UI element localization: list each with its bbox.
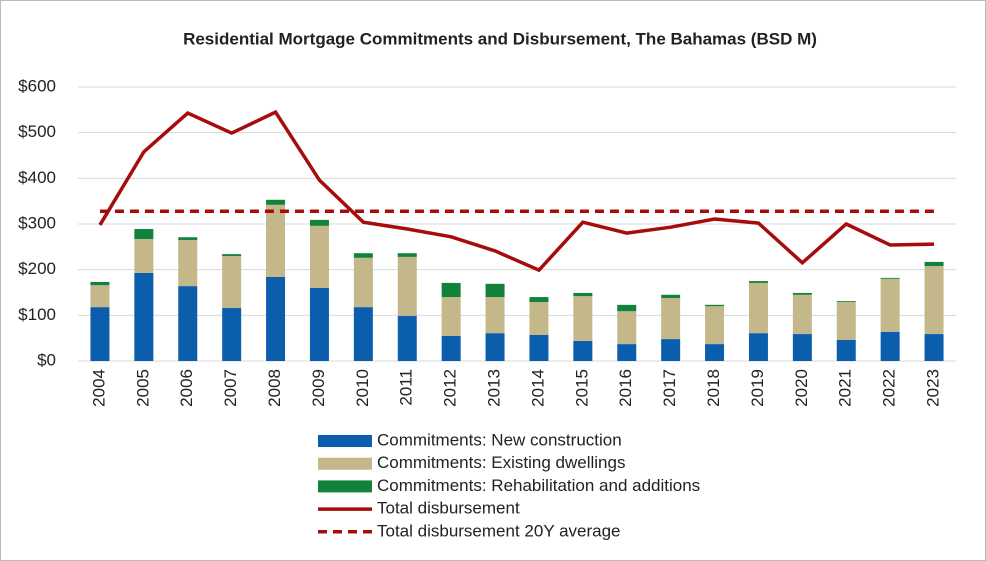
x-tick-label: 2011 <box>397 369 416 406</box>
bar-segment <box>266 276 286 361</box>
bar-segment <box>573 296 593 341</box>
bar-segment <box>924 266 944 335</box>
bar-segment <box>485 333 505 361</box>
x-tick-label: 2004 <box>89 369 108 407</box>
bar-segment <box>441 297 461 336</box>
x-tick-label: 2018 <box>704 369 723 407</box>
legend-label: Total disbursement <box>377 499 520 518</box>
bar-segment <box>397 253 417 257</box>
bar-segment <box>222 254 242 256</box>
bar-segment <box>222 308 242 361</box>
bar-segment <box>397 315 417 361</box>
bar-segment <box>266 199 286 205</box>
y-tick-label: $0 <box>37 350 56 369</box>
bar-segment <box>309 287 329 361</box>
bar-segment <box>705 344 725 361</box>
bar-segment <box>441 335 461 361</box>
bar-segment <box>748 281 768 283</box>
bar-segment <box>880 278 900 332</box>
bar-segment <box>178 239 198 287</box>
bar-segment <box>178 286 198 361</box>
bar-segment <box>836 302 856 340</box>
bar-segment <box>309 219 329 226</box>
bar-segment <box>90 307 110 361</box>
bar-segment <box>573 292 593 297</box>
bar-segment <box>924 261 944 267</box>
bar-segment <box>529 334 549 361</box>
bar-segment <box>441 282 461 298</box>
bar-segment <box>924 334 944 361</box>
y-tick-label: $200 <box>18 259 56 278</box>
bar-segment <box>134 229 154 240</box>
bar-segment <box>661 294 681 298</box>
legend-swatch <box>318 435 372 447</box>
bar-segment <box>705 304 725 307</box>
y-tick-label: $300 <box>18 213 56 232</box>
y-tick-label: $600 <box>18 76 56 95</box>
x-tick-label: 2005 <box>133 369 152 407</box>
bar-segment <box>617 304 637 312</box>
legend-label: Total disbursement 20Y average <box>377 521 621 540</box>
bar-segment <box>222 255 242 309</box>
legend-swatch <box>318 457 372 470</box>
bar-segment <box>748 333 768 361</box>
legend-label: Commitments: New construction <box>377 430 622 449</box>
x-tick-label: 2008 <box>265 369 284 407</box>
bar-segment <box>266 204 286 277</box>
bar-segment <box>836 301 856 303</box>
x-tick-label: 2013 <box>485 369 504 407</box>
bar-segment <box>792 292 812 295</box>
x-tick-label: 2015 <box>572 369 591 407</box>
legend-swatch <box>318 480 372 493</box>
x-tick-label: 2016 <box>616 369 635 407</box>
bar-segment <box>397 256 417 316</box>
bar-segment <box>661 339 681 361</box>
bar-segment <box>178 237 198 240</box>
bar-segment <box>309 225 329 288</box>
bar-segment <box>792 334 812 361</box>
bar-segment <box>836 339 856 361</box>
bar-segment <box>353 257 373 308</box>
legend-label: Commitments: Existing dwellings <box>377 453 625 472</box>
x-tick-label: 2006 <box>177 369 196 407</box>
x-tick-label: 2021 <box>836 369 855 407</box>
y-tick-label: $100 <box>18 305 56 324</box>
x-tick-label: 2019 <box>748 369 767 407</box>
x-tick-label: 2012 <box>441 369 460 407</box>
bar-segment <box>748 282 768 334</box>
bar-segment <box>485 297 505 334</box>
bar-segment <box>661 297 681 340</box>
bar-segment <box>485 283 505 298</box>
legend-label: Commitments: Rehabilitation and addition… <box>377 476 700 495</box>
y-tick-label: $500 <box>18 122 56 141</box>
y-tick-label: $400 <box>18 168 56 187</box>
x-tick-label: 2010 <box>353 369 372 407</box>
chart-title: Residential Mortgage Commitments and Dis… <box>183 29 817 48</box>
x-tick-label: 2014 <box>528 369 547 407</box>
bar-segment <box>90 285 110 308</box>
x-tick-label: 2022 <box>880 369 899 407</box>
x-tick-label: 2023 <box>924 369 943 407</box>
bar-segment <box>353 253 373 258</box>
bar-segment <box>617 311 637 345</box>
x-tick-label: 2020 <box>792 369 811 407</box>
bar-segment <box>529 302 549 335</box>
bar-segment <box>134 239 154 273</box>
bar-segment <box>705 306 725 345</box>
x-tick-label: 2007 <box>221 369 240 407</box>
bar-segment <box>880 277 900 279</box>
bar-segment <box>134 272 154 361</box>
bar-segment <box>90 281 110 286</box>
x-tick-label: 2009 <box>309 369 328 407</box>
bar-segment <box>617 344 637 361</box>
bar-segment <box>792 294 812 335</box>
line-series <box>98 109 935 273</box>
bar-segment <box>573 340 593 361</box>
bar-segment <box>880 331 900 361</box>
x-tick-label: 2017 <box>660 369 679 407</box>
bar-segment <box>529 297 549 303</box>
bar-segment <box>353 307 373 361</box>
